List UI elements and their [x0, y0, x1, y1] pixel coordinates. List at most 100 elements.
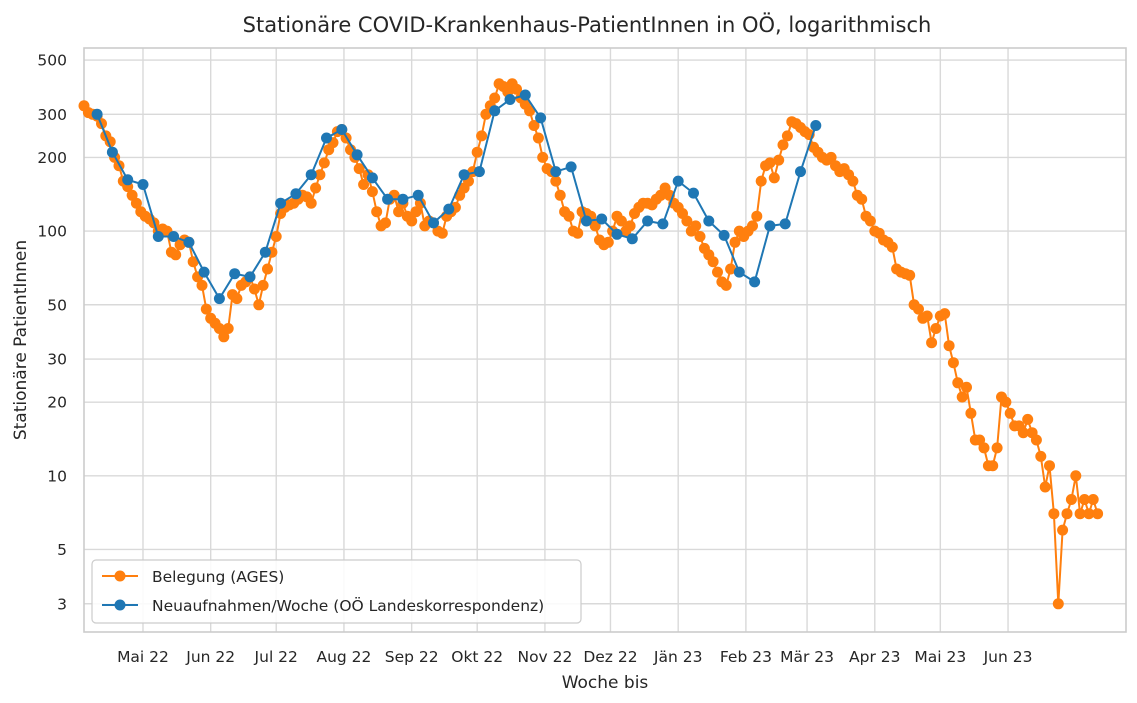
- belegung-point: [314, 169, 326, 181]
- neuaufnahmen-point: [642, 215, 654, 227]
- belegung-point: [480, 108, 492, 120]
- belegung-point: [773, 154, 785, 166]
- neuaufnahmen-point: [535, 112, 547, 124]
- y-tick-label: 50: [47, 296, 67, 314]
- neuaufnahmen-point: [321, 132, 332, 144]
- x-tick-label: Feb 23: [720, 648, 772, 666]
- legend-marker-neuaufnahmen: [114, 599, 126, 611]
- neuaufnahmen-point: [504, 94, 516, 105]
- belegung-point: [489, 92, 501, 104]
- belegung-point: [524, 105, 536, 117]
- belegung-point: [602, 236, 614, 248]
- belegung-point: [1044, 460, 1055, 472]
- x-tick-label: Nov 22: [517, 648, 572, 666]
- neuaufnahmen-point: [382, 193, 394, 205]
- x-tick-label: Dez 22: [583, 648, 637, 666]
- belegung-point: [1070, 470, 1082, 482]
- neuaufnahmen-point: [611, 228, 623, 240]
- belegung-point: [1000, 396, 1012, 408]
- belegung-point: [353, 163, 365, 175]
- belegung-point: [1061, 508, 1073, 520]
- belegung-point: [712, 266, 723, 278]
- neuaufnahmen-point: [412, 189, 424, 201]
- y-tick-label: 5: [57, 541, 67, 559]
- belegung-point: [1052, 598, 1064, 610]
- belegung-point: [926, 337, 938, 349]
- x-tick-label: Jul 22: [254, 648, 298, 666]
- y-axis-label: Stationäre PatientInnen: [11, 240, 31, 440]
- belegung-point: [537, 151, 549, 163]
- x-tick-label: Jun 22: [185, 648, 235, 666]
- belegung-point: [1079, 494, 1090, 505]
- y-tick-label: 30: [47, 351, 67, 369]
- belegung-point: [755, 175, 767, 187]
- belegung-point: [532, 132, 544, 144]
- legend-label-belegung: Belegung (AGES): [152, 568, 284, 586]
- legend: Belegung (AGES) Neuaufnahmen/Woche (OÖ L…: [91, 559, 582, 624]
- y-tick-label: 20: [47, 394, 67, 412]
- belegung-point: [947, 357, 959, 369]
- belegung-point: [1022, 413, 1034, 425]
- belegung-point: [729, 236, 741, 248]
- belegung-point: [366, 186, 378, 198]
- neuaufnahmen-point: [626, 233, 638, 245]
- belegung-point: [956, 391, 968, 403]
- neuaufnahmen-point: [106, 146, 118, 158]
- x-tick-label: Sep 22: [385, 648, 439, 666]
- belegung-point: [965, 407, 977, 419]
- belegung-point: [248, 283, 260, 295]
- belegung-point: [213, 323, 225, 334]
- plot-frame: [83, 47, 1127, 633]
- x-tick-label: Aug 22: [316, 648, 371, 666]
- belegung-point: [747, 220, 758, 232]
- neuaufnahmen-point: [168, 231, 180, 242]
- neuaufnahmen-point: [443, 203, 455, 215]
- belegung-point: [371, 206, 383, 218]
- belegung-point: [253, 299, 265, 311]
- belegung-point: [187, 256, 199, 268]
- x-tick-label: Jun 23: [983, 648, 1033, 666]
- belegung-point: [825, 151, 837, 163]
- neuaufnahmen-point: [795, 166, 806, 178]
- belegung-point: [1087, 494, 1099, 505]
- belegung-point: [1035, 450, 1047, 462]
- belegung-point: [751, 210, 763, 222]
- neuaufnahmen-point: [198, 266, 210, 278]
- series-neuaufnahmen: [91, 89, 822, 305]
- legend-box: [91, 559, 582, 624]
- x-tick-labels: Mai 22 Jun 22 Jul 22 Aug 22 Sep 22 Okt 22 Nov …: [117, 648, 1032, 666]
- belegung-point: [310, 182, 322, 194]
- belegung-point: [777, 139, 789, 151]
- grid: [84, 48, 1126, 632]
- belegung-point: [1017, 427, 1029, 439]
- belegung-point: [1092, 508, 1104, 520]
- belegung-point: [471, 146, 483, 158]
- belegung-point: [380, 217, 391, 229]
- belegung-point: [393, 206, 405, 218]
- neuaufnahmen-point: [259, 246, 271, 258]
- neuaufnahmen-point: [366, 172, 378, 184]
- belegung-point: [615, 215, 627, 227]
- x-tick-label: Apr 23: [849, 648, 900, 666]
- y-tick-label: 300: [37, 106, 67, 124]
- belegung-point: [511, 83, 522, 95]
- neuaufnahmen-point: [764, 220, 776, 232]
- belegung-point: [725, 263, 737, 275]
- neuaufnahmen-point: [137, 179, 149, 190]
- neuaufnahmen-point: [351, 149, 363, 161]
- belegung-point: [856, 193, 868, 205]
- neuaufnahmen-point: [733, 266, 745, 278]
- belegung-point: [1030, 434, 1042, 446]
- neuaufnahmen-point: [275, 197, 287, 209]
- x-tick-label: Mai 23: [914, 648, 966, 666]
- neuaufnahmen-point: [244, 271, 256, 283]
- belegung-point: [624, 220, 636, 232]
- belegung-point: [707, 256, 719, 268]
- neuaufnahmen-point: [428, 217, 439, 229]
- belegung-point: [921, 310, 933, 322]
- belegung-point: [130, 197, 142, 209]
- neuaufnahmen-point: [703, 215, 715, 227]
- belegung-point: [572, 227, 584, 239]
- belegung-point: [864, 215, 876, 227]
- neuaufnahmen-point: [122, 174, 134, 186]
